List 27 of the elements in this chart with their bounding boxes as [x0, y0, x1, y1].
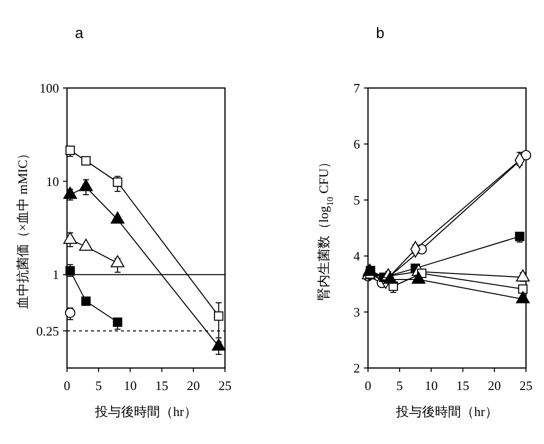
y-tick-label: 6 — [354, 136, 360, 152]
x-tick-label: 15 — [456, 378, 470, 393]
chart-title: a — [75, 25, 84, 42]
x-tick-label: 20 — [186, 378, 200, 393]
y-axis-title: 血中抗菌価（×血中 mMIC） — [15, 146, 30, 310]
x-tick-label: 15 — [155, 378, 168, 393]
x-tick-label: 10 — [424, 378, 438, 393]
x-tick-label: 20 — [488, 378, 501, 393]
y-tick-label: 3 — [354, 304, 360, 320]
x-tick-label: 5 — [95, 378, 102, 393]
x-tick-label: 0 — [64, 378, 70, 393]
x-axis-title: 投与後時間（hr） — [94, 404, 197, 419]
y-tick-label: 7 — [354, 80, 360, 96]
x-tick-label: 10 — [124, 378, 137, 393]
x-tick-label: 0 — [364, 378, 372, 393]
y-tick-label: 0.25 — [36, 323, 59, 338]
x-axis-title: 投与後時間（hr） — [395, 404, 498, 419]
x-tick-label: 5 — [396, 378, 403, 393]
y-tick-label: 100 — [40, 80, 59, 96]
y-tick-label: 5 — [354, 192, 360, 208]
y-tick-label: 4 — [354, 248, 360, 264]
chart-title: b — [376, 25, 384, 42]
y-tick-label: 10 — [46, 174, 59, 189]
x-tick-label: 25 — [520, 378, 532, 393]
y-tick-label: 1 — [52, 267, 59, 282]
y-tick-label: 2 — [354, 360, 360, 376]
x-tick-label: 25 — [218, 378, 232, 393]
